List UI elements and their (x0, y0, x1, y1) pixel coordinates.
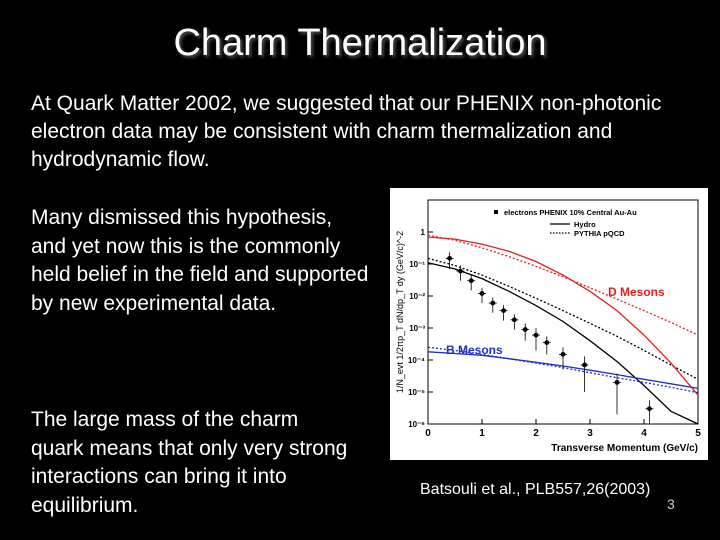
data-point (560, 351, 566, 357)
legend: electrons PHENIX 10% Central Au-Au Hydro… (494, 208, 637, 238)
curve-hydro (427, 262, 699, 425)
y-tick-label: 10⁻³ (409, 324, 425, 333)
slide-title: Charm Thermalization (173, 22, 547, 64)
y-axis-label: 1/N_evt 1/2πp_T dN/dp_T dy (GeV/c)^-2 (395, 231, 405, 393)
data-point (458, 268, 463, 274)
data-point (533, 332, 539, 338)
data-point (522, 327, 528, 332)
legend-marker (494, 210, 498, 214)
spectrum-plot: 1/N_evt 1/2πp_T dN/dp_T dy (GeV/c)^-2 Tr… (390, 188, 708, 460)
legend-label-hydro: Hydro (574, 220, 596, 229)
x-tick-label: 1 (479, 428, 485, 439)
data-point (614, 379, 620, 385)
y-tick-label: 10⁻⁶ (408, 420, 425, 429)
y-tick-label: 10⁻² (409, 292, 425, 301)
theory-curves (427, 234, 699, 425)
data-point (647, 406, 652, 412)
paragraph-quark-matter: At Quark Matter 2002, we suggested that … (31, 92, 662, 171)
data-point (479, 291, 485, 296)
legend-label-pythia: PYTHIA pQCD (574, 229, 625, 238)
spectrum-plot-svg: 1/N_evt 1/2πp_T dN/dp_T dy (GeV/c)^-2 Tr… (395, 199, 701, 454)
annotation-b-mesons: B Mesons (446, 343, 503, 357)
data-points (445, 252, 654, 424)
slide-number: 3 (667, 496, 675, 512)
legend-label-data: electrons PHENIX 10% Central Au-Au (504, 208, 637, 217)
citation: Batsouli et al., PLB557,26(2003) (420, 481, 651, 498)
data-point (512, 317, 517, 323)
data-point (468, 278, 474, 284)
x-axis-label: Transverse Momentum (GeV/c) (551, 443, 698, 454)
y-tick-label: 10⁻⁵ (408, 388, 425, 397)
data-point (490, 300, 496, 306)
curve-hydro (427, 236, 699, 396)
axis-ticks: 0 1 2 3 4 5 1 10⁻¹ 10⁻² 10⁻³ 10⁻⁴ 10⁻⁵ 10⁻⁶ (408, 228, 701, 439)
curve-pythia-pqcd (427, 234, 699, 336)
y-tick-label: 1 (421, 228, 426, 237)
x-tick-label: 2 (533, 428, 539, 439)
y-tick-label: 10⁻¹ (409, 260, 425, 269)
y-tick-label: 10⁻⁴ (408, 356, 425, 365)
data-point (582, 362, 587, 368)
x-tick-label: 0 (425, 428, 431, 439)
plot-frame (427, 199, 699, 425)
data-point (544, 340, 550, 345)
data-point (501, 308, 506, 313)
data-point (447, 255, 452, 261)
annotation-d-mesons: D Mesons (608, 285, 665, 299)
x-tick-label: 4 (641, 428, 647, 439)
paragraph-dismissed: Many dismissed this hypothesis, and yet … (31, 206, 369, 315)
paragraph-mass: The large mass of the charm quark means … (31, 408, 348, 517)
curve-pythia-pqcd (427, 257, 699, 380)
x-tick-label: 5 (695, 428, 701, 439)
x-tick-label: 3 (587, 428, 593, 439)
